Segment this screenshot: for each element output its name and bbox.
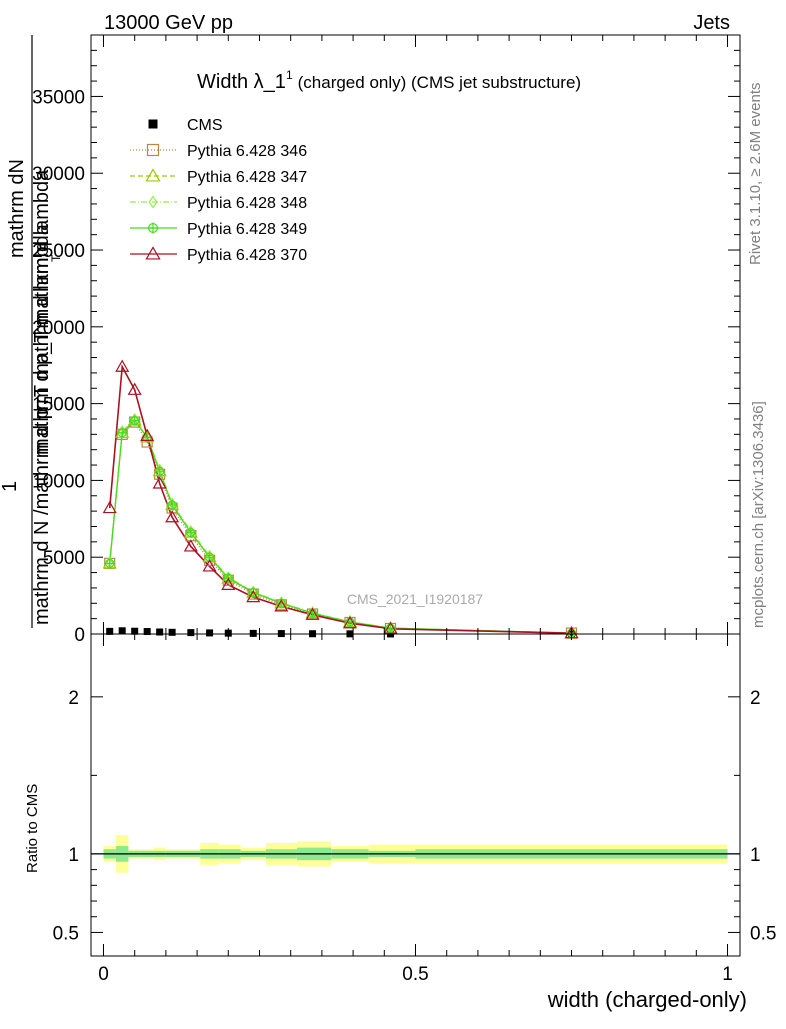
main-series-markers bbox=[102, 359, 579, 640]
collision-energy-label: 13000 GeV pp bbox=[104, 12, 233, 34]
point-pythia-6-428-349 bbox=[344, 617, 355, 628]
point-pythia-6-428-349 bbox=[104, 558, 115, 569]
ratio-y-axis-label: Ratio to CMS bbox=[24, 784, 41, 873]
point-pythia-6-428-349 bbox=[129, 415, 140, 426]
point-pythia-6-428-370 bbox=[115, 359, 130, 372]
point-pythia-6-428-349 bbox=[185, 527, 196, 538]
point-pythia-6-428-349 bbox=[248, 587, 259, 598]
point-pythia-6-428-370 bbox=[165, 510, 180, 523]
point-pythia-6-428-370 bbox=[383, 621, 398, 634]
y-axis-label-subscript: T bbox=[49, 254, 63, 262]
plot-title-main: Width λ_1 bbox=[197, 71, 286, 93]
y-tick-label: 0 bbox=[74, 625, 85, 646]
point-pythia-6-428-370 bbox=[127, 382, 142, 395]
legend-label-cms: CMS bbox=[187, 117, 223, 134]
y-axis-label-numerator-denominator: mathrm d p_T mathrm d lambda bbox=[31, 169, 53, 455]
y-tick-label: 30000 bbox=[32, 164, 85, 185]
ratio-y-tick-label-right: 1 bbox=[750, 845, 761, 866]
process-label: Jets bbox=[693, 12, 730, 34]
ratio-y-tick-label-right: 0.5 bbox=[750, 923, 776, 944]
point-cms bbox=[118, 627, 126, 635]
y-tick-label: 20000 bbox=[32, 318, 85, 339]
x-tick-label: 1 bbox=[722, 964, 733, 985]
point-cms bbox=[156, 628, 164, 636]
point-pythia-6-428-349 bbox=[154, 466, 165, 477]
ratio-y-tick-label-right: 2 bbox=[750, 688, 761, 709]
y-axis-label-denominator: mathrm d N /mathrm d p_T mathrm d lambda bbox=[31, 223, 53, 625]
point-pythia-6-428-370 bbox=[246, 589, 261, 603]
point-cms bbox=[187, 629, 195, 637]
point-pythia-6-428-370 bbox=[102, 500, 117, 514]
point-cms bbox=[249, 629, 257, 637]
y-axis-label-one: 1 bbox=[0, 481, 21, 492]
point-pythia-6-428-370 bbox=[342, 616, 358, 629]
y-tick-label: 5000 bbox=[43, 548, 85, 569]
y-axis-label-numerator: mathrm dN bbox=[6, 159, 28, 258]
y-tick-label: 35000 bbox=[32, 87, 85, 108]
main-axis-ticks: 0 5000 10000 15000 20000 25000 30000 35000 bbox=[32, 35, 740, 646]
ratio-y-tick-label: 1 bbox=[68, 845, 79, 866]
point-pythia-6-428-370 bbox=[202, 559, 217, 572]
legend-label-pythia-6-428-370: Pythia 6.428 370 bbox=[187, 247, 307, 264]
point-pythia-6-428-370 bbox=[274, 599, 289, 612]
analysis-watermark: CMS_2021_I1920187 bbox=[347, 591, 483, 607]
point-pythia-6-428-370 bbox=[183, 539, 198, 552]
legend-marker-pythia-6-428-346 bbox=[146, 143, 160, 157]
main-series-lines bbox=[108, 364, 572, 635]
point-pythia-6-428-370 bbox=[221, 577, 236, 590]
point-cms bbox=[106, 627, 114, 635]
legend-label-pythia-6-428-347: Pythia 6.428 347 bbox=[187, 169, 307, 186]
ratio-axis-ticks: 0.5 0.5 1 1 2 2 0 0.5 1 bbox=[53, 634, 776, 985]
plot-title-superscript: 1 bbox=[286, 68, 293, 82]
ratio-plot-frame bbox=[90, 633, 741, 957]
legend-label-pythia-6-428-348: Pythia 6.428 348 bbox=[187, 195, 307, 212]
y-tick-label: 15000 bbox=[32, 395, 85, 416]
legend-marker-pythia-6-428-347 bbox=[145, 168, 161, 182]
x-tick-label: 0.5 bbox=[402, 964, 428, 985]
point-cms bbox=[168, 628, 176, 636]
point-pythia-6-428-349 bbox=[117, 427, 128, 438]
legend-marker-pythia-6-428-349 bbox=[147, 222, 159, 234]
point-cms bbox=[143, 628, 151, 636]
plot-title: Width λ_11 (charged only) (CMS jet substr… bbox=[197, 68, 581, 93]
ratio-y-tick-label: 2 bbox=[68, 688, 79, 709]
legend-label-pythia-6-428-349: Pythia 6.428 349 bbox=[187, 221, 307, 238]
y-tick-label: 10000 bbox=[32, 471, 85, 492]
ratio-y-tick-label: 0.5 bbox=[53, 923, 79, 944]
legend-label-pythia-6-428-346: Pythia 6.428 346 bbox=[187, 143, 307, 160]
plot-title-rest: (charged only) (CMS jet substructure) bbox=[298, 73, 581, 92]
legend-marker-cms bbox=[148, 119, 158, 129]
mcplots-reference-label: mcplots.cern.ch [arXiv:1306.3436] bbox=[750, 401, 767, 628]
y-tick-label: 25000 bbox=[32, 241, 85, 262]
point-pythia-6-428-370 bbox=[305, 607, 320, 620]
point-pythia-6-428-349 bbox=[167, 499, 178, 510]
rivet-version-label: Rivet 3.1.10, ≥ 2.6M events bbox=[747, 83, 764, 266]
legend-marker-pythia-6-428-370 bbox=[145, 246, 161, 260]
series-line-pythia-6-428-370 bbox=[108, 364, 572, 635]
point-cms bbox=[206, 629, 214, 637]
x-tick-label: 0 bbox=[98, 964, 109, 985]
x-axis-label: width (charged-only) bbox=[547, 987, 747, 1012]
legend-marker-pythia-6-428-348 bbox=[148, 195, 158, 209]
point-pythia-6-428-370 bbox=[152, 476, 167, 489]
series-line-pythia-6-428-348 bbox=[109, 417, 572, 634]
point-pythia-6-428-370 bbox=[140, 428, 155, 441]
legend: CMS Pythia 6.428 346 Pythia 6.428 347 Pythi… bbox=[130, 117, 307, 264]
